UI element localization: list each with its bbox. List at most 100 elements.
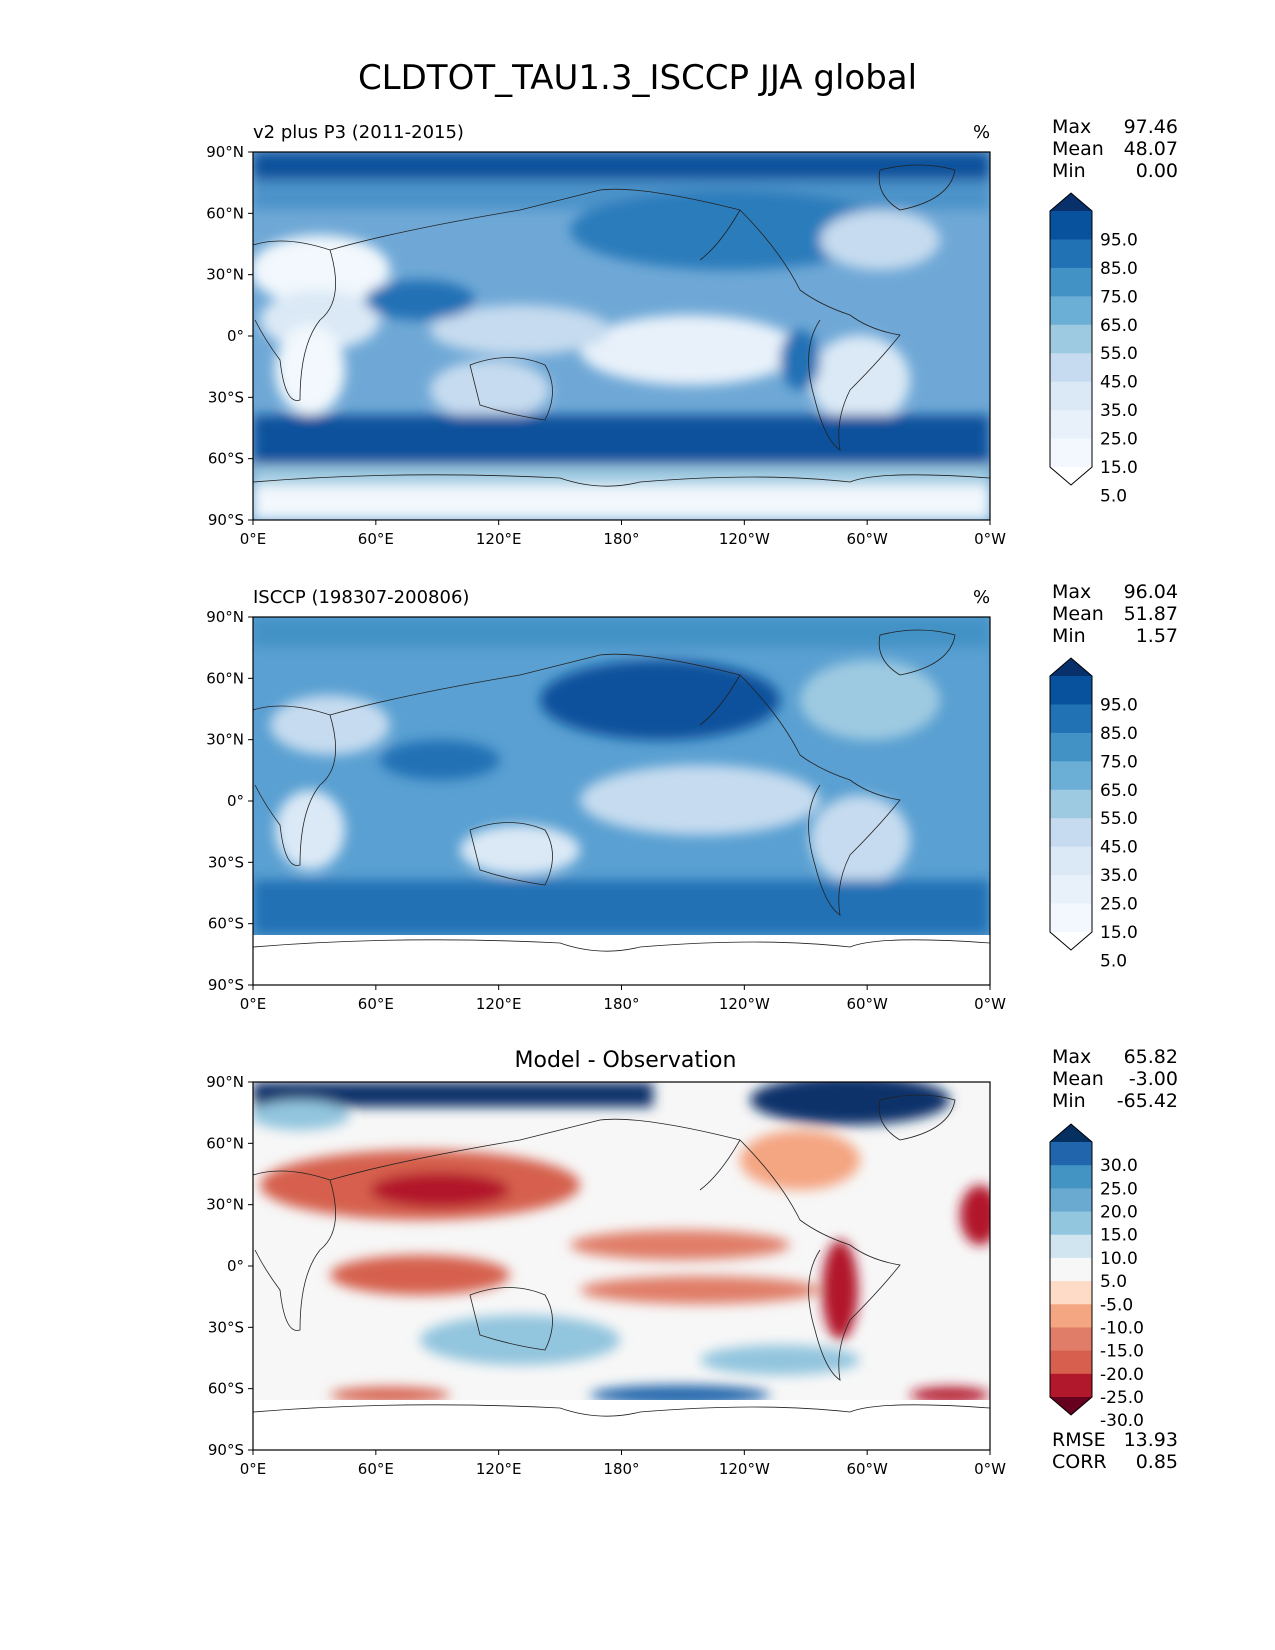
colorbar-tick-label: 55.0 [1100,344,1138,364]
colorbar-extend-max [1050,658,1092,676]
stat-max-value: 96.04 [1123,581,1178,603]
colorbar-segment [1050,761,1092,791]
colorbar-segment [1050,324,1092,354]
stat-min-value: 0.00 [1135,160,1178,182]
colorbar-extend-min [1050,1397,1092,1415]
colorbar-segment [1050,789,1092,819]
x-tick-label: 60°E [358,995,394,1013]
y-tick-label: 90°S [208,1441,244,1459]
colorbar-segment [1050,438,1092,468]
x-tick-label: 0°W [974,530,1006,548]
colorbar-tick-label: 55.0 [1100,809,1138,829]
colorbar-tick-label: -15.0 [1100,1342,1144,1362]
stat-min-label: Min [1052,625,1086,647]
colorbar-tick-label: 75.0 [1100,287,1138,307]
colorbar-segment [1050,818,1092,848]
colorbar-segment [1050,1350,1092,1375]
panel1-title: v2 plus P3 (2011-2015) [253,122,464,143]
colorbar-segment [1050,381,1092,411]
stat-max-value: 97.46 [1123,116,1178,138]
colorbar-tick-label: -25.0 [1100,1388,1144,1408]
colorbar-tick-label: -30.0 [1100,1411,1144,1431]
colorbar-segment [1050,1281,1092,1305]
panel2-map [252,616,991,986]
panel1-stats: Max 97.46 Mean 48.07 Min 0.00 [1052,116,1178,182]
panel2-stats: Max 96.04 Mean 51.87 Min 1.57 [1052,581,1178,647]
colorbar-tick-label: 25.0 [1100,895,1138,915]
x-tick-label: 180° [603,530,639,548]
x-tick-label: 0°W [974,1460,1006,1478]
x-tick-label: 120°E [476,530,522,548]
x-tick-label: 120°W [719,995,770,1013]
x-tick-label: 60°E [358,1460,394,1478]
panel3-metrics: RMSE 13.93 CORR 0.85 [1052,1429,1178,1473]
x-tick-label: 60°W [846,530,888,548]
y-tick-label: 30°N [206,266,244,284]
colorbar-extend-min [1050,467,1092,485]
stat-max-label: Max [1052,1046,1092,1068]
colorbar-segment [1050,1211,1092,1236]
stat-max-label: Max [1052,116,1092,138]
colorbar-tick-label: 95.0 [1100,230,1138,250]
x-tick-label: 0°W [974,995,1006,1013]
colorbar-tick-label: 20.0 [1100,1203,1138,1223]
colorbar-tick-label: 85.0 [1100,724,1138,744]
colorbar-segment [1050,1373,1092,1398]
colorbar-tick-label: 45.0 [1100,838,1138,858]
panel1-map [252,151,991,521]
y-tick-label: 30°S [208,1318,244,1336]
y-tick-label: 60°N [206,1134,244,1152]
y-tick-label: 0° [227,1257,244,1275]
colorbar-tick-label: 5.0 [1100,951,1127,971]
panel2-title: ISCCP (198307-200806) [253,587,470,608]
stat-mean-label: Mean [1052,138,1104,160]
y-tick-label: 30°S [208,388,244,406]
stat-min-label: Min [1052,1090,1086,1112]
stat-mean-label: Mean [1052,603,1104,625]
colorbar-tick-label: 5.0 [1100,1272,1127,1292]
y-tick-label: 60°S [208,450,244,468]
panel3-stats: Max 65.82 Mean -3.00 Min -65.42 [1052,1046,1178,1112]
colorbar-tick-label: 10.0 [1100,1249,1138,1269]
colorbar-tick-label: 35.0 [1100,401,1138,421]
colorbar-tick-label: 25.0 [1100,1179,1138,1199]
x-tick-label: 60°W [846,995,888,1013]
stat-mean-value: 48.07 [1123,138,1178,160]
colorbar-tick-label: 30.0 [1100,1156,1138,1176]
y-tick-label: 90°S [208,976,244,994]
x-tick-label: 60°E [358,530,394,548]
y-tick-label: 90°S [208,511,244,529]
y-tick-label: 30°N [206,731,244,749]
colorbar-segment [1050,903,1092,933]
x-tick-label: 60°W [846,1460,888,1478]
colorbar-segment [1050,353,1092,383]
colorbar-segment [1050,676,1092,705]
colorbar-extend-max [1050,1124,1092,1142]
y-tick-label: 60°N [206,204,244,222]
colorbar-tick-label: 5.0 [1100,486,1127,506]
colorbar-segment [1050,875,1092,905]
y-tick-label: 60°N [206,669,244,687]
stat-max-label: Max [1052,581,1092,603]
colorbar-tick-label: 65.0 [1100,781,1138,801]
colorbar-tick-label: 25.0 [1100,430,1138,450]
colorbar-outline [1049,192,1093,486]
x-tick-label: 0°E [240,530,267,548]
y-tick-label: 30°N [206,1196,244,1214]
colorbar-tick-label: -10.0 [1100,1318,1144,1338]
colorbar-tick-label: 85.0 [1100,259,1138,279]
colorbar-tick-label: 35.0 [1100,866,1138,886]
colorbar-tick-label: 75.0 [1100,752,1138,772]
colorbar-segment [1050,239,1092,269]
colorbar-segment [1050,1327,1092,1352]
stat-mean-label: Mean [1052,1068,1104,1090]
panel3-title: Model - Observation [514,1048,737,1073]
colorbar-extend-max [1050,193,1092,211]
stat-min-label: Min [1052,160,1086,182]
colorbar-outline [1049,657,1093,951]
y-tick-label: 0° [227,327,244,345]
colorbar-tick-label: 15.0 [1100,1226,1138,1246]
colorbar-segment [1050,1165,1092,1189]
panel3-map [252,1081,991,1451]
